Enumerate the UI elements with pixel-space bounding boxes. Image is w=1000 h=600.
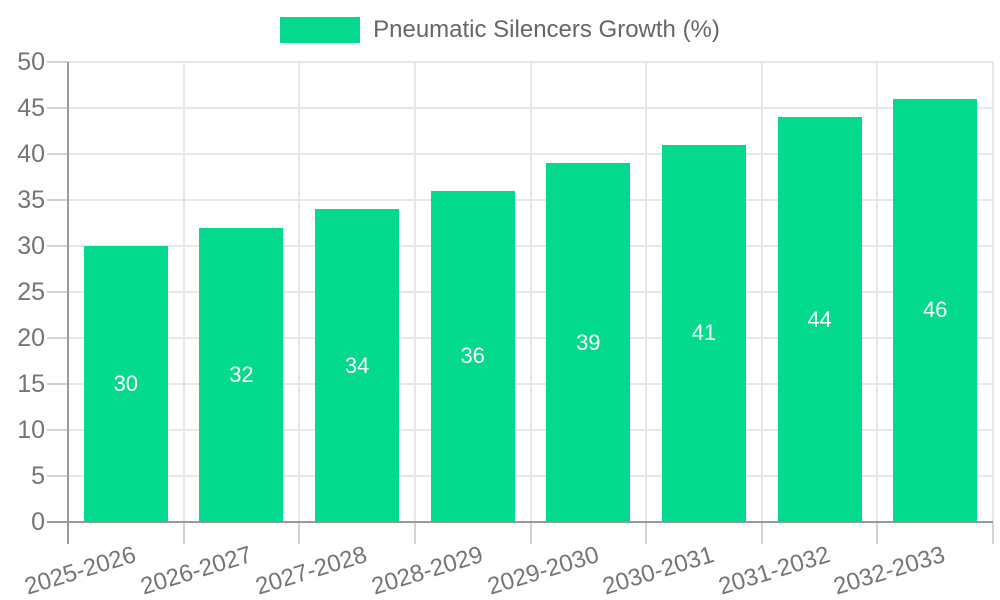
y-axis-label: 20 [17,324,45,352]
bar-value-label: 34 [344,352,370,378]
x-tick [298,523,301,544]
y-axis-label: 0 [31,508,45,536]
x-tick [876,523,879,544]
x-gridline [876,62,879,522]
bar-value-label: 32 [229,361,254,387]
y-axis-label: 45 [17,94,45,122]
x-tick [413,523,416,544]
bar-value-label: 39 [576,329,601,355]
y-tick [47,199,68,201]
bar[interactable] [430,190,515,522]
bar-value-label: 30 [113,371,139,396]
y-tick [47,337,68,339]
x-axis-line [47,521,993,523]
bar-value-label: 41 [691,320,717,346]
bar[interactable] [661,144,746,522]
y-tick [47,383,68,385]
bar[interactable] [893,98,978,522]
x-tick [760,523,763,544]
x-gridline [645,62,648,522]
y-axis-line [67,62,69,544]
x-axis-label: 2028-2029 [368,541,486,600]
x-tick [182,523,185,544]
y-tick [47,245,68,247]
y-tick [47,153,68,155]
legend-item[interactable]: Pneumatic Silencers Growth (%) [0,16,1000,44]
x-axis-label: 2027-2028 [252,541,371,600]
x-axis-label: 2032-2033 [830,541,949,600]
x-tick [529,523,532,544]
x-tick [645,523,648,544]
bar[interactable] [777,117,862,522]
y-tick [47,291,68,293]
x-gridline [529,62,532,522]
y-axis-label: 15 [17,370,45,398]
bar[interactable] [546,163,631,522]
x-axis-label: 2026-2027 [137,541,255,600]
legend-swatch [280,17,361,43]
x-gridline [182,62,185,522]
x-axis-label: 2025-2026 [21,541,140,600]
bar-value-label: 36 [460,343,485,369]
bar[interactable] [315,209,400,522]
y-tick [47,107,68,109]
y-axis-label: 5 [31,462,45,490]
y-axis-label: 30 [17,232,45,260]
y-tick [47,475,68,477]
x-axis-label: 2030-2031 [599,541,718,600]
x-axis-label: 2029-2030 [483,541,602,600]
y-axis-label: 50 [17,48,45,76]
x-axis-label: 2031-2032 [715,541,833,600]
x-gridline [992,62,994,522]
y-axis-label: 35 [17,186,45,214]
bar[interactable] [199,227,284,522]
legend-label: Pneumatic Silencers Growth (%) [373,16,720,43]
y-tick [47,429,68,431]
y-axis-label: 10 [17,416,45,444]
x-gridline [413,62,416,522]
x-gridline [760,62,763,522]
x-gridline [298,62,301,522]
bar[interactable] [83,246,168,522]
y-axis-label: 40 [17,140,45,168]
x-tick [992,523,994,544]
bar-value-label: 46 [922,297,948,323]
y-tick [47,61,68,63]
bar-value-label: 44 [807,306,832,332]
y-axis-label: 25 [17,278,45,306]
